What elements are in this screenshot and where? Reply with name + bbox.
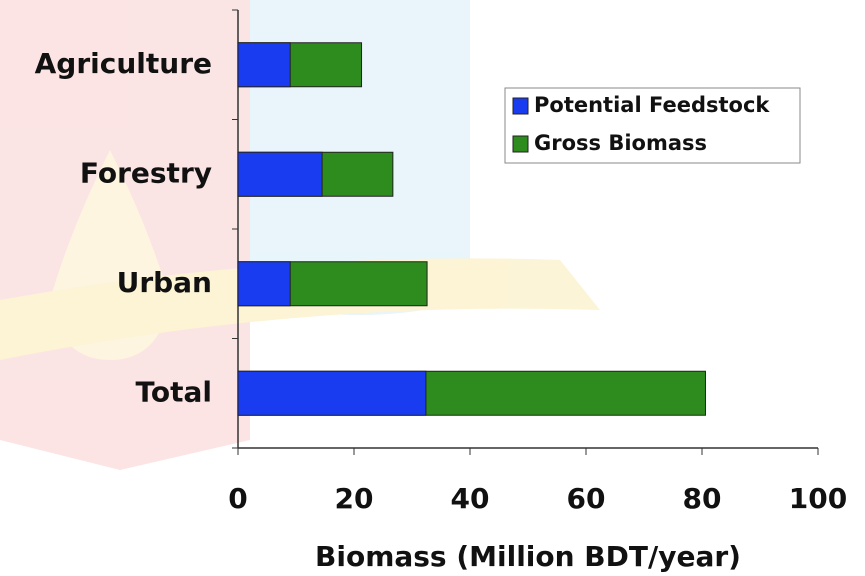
y-tick-label: Urban	[117, 266, 212, 299]
legend-swatch	[513, 136, 528, 152]
x-tick-label: 60	[567, 482, 606, 515]
bar	[238, 43, 290, 87]
y-tick-label: Forestry	[80, 156, 212, 189]
bar	[238, 371, 426, 415]
bar	[238, 262, 290, 306]
legend-label: Gross Biomass	[534, 131, 707, 155]
legend: Potential Feedstock Gross Biomass	[505, 88, 800, 163]
x-tick-label: 0	[228, 482, 247, 515]
legend-swatch	[513, 98, 528, 114]
bar	[238, 152, 322, 196]
x-tick-label: 40	[451, 482, 490, 515]
legend-label: Potential Feedstock	[534, 93, 770, 117]
x-axis-title: Biomass (Million BDT/year)	[315, 540, 741, 573]
x-tick-label: 20	[335, 482, 374, 515]
x-tick-label: 80	[683, 482, 722, 515]
y-tick-label: Agriculture	[35, 47, 212, 80]
page: {"chart_data": {"type": "bar", "orientat…	[0, 0, 865, 576]
y-tick-label: Total	[136, 375, 213, 408]
chart: Biomass (Million BDT/year) Potential Fee…	[0, 0, 865, 576]
x-tick-label: 100	[789, 482, 847, 515]
